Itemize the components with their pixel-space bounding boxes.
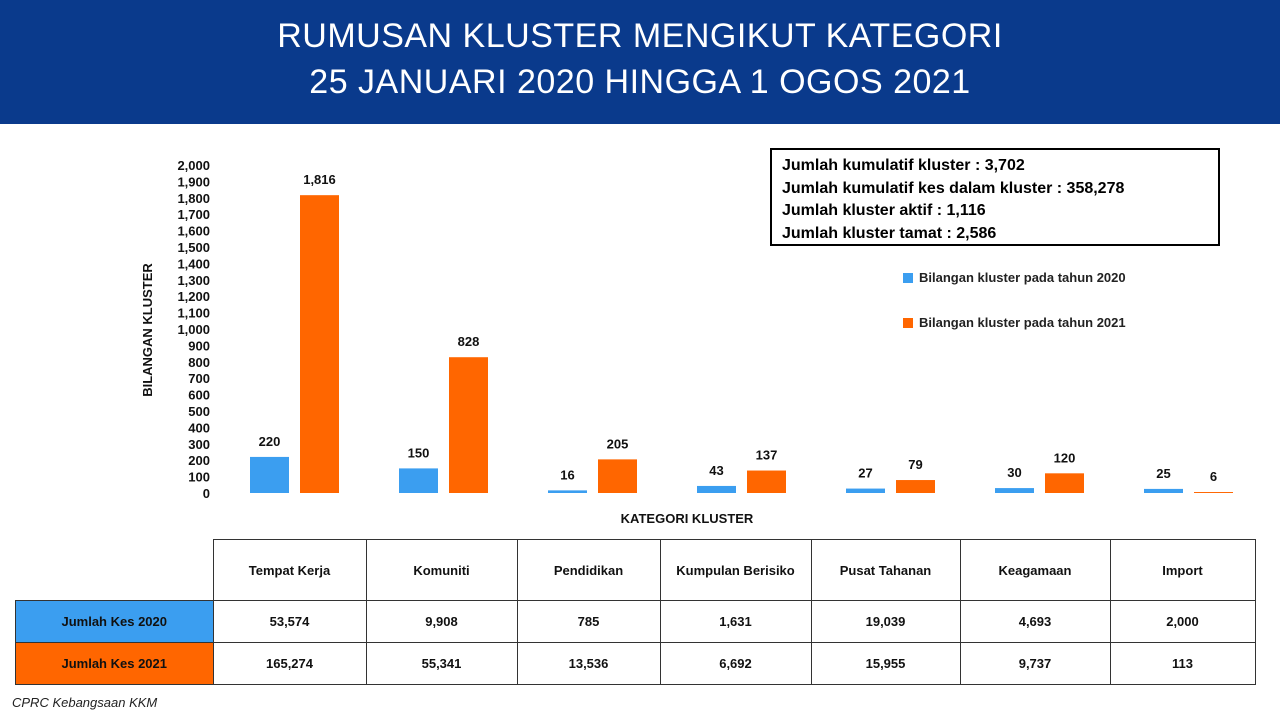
table-cell: 15,955 xyxy=(810,642,961,685)
x-axis-title: KATEGORI KLUSTER xyxy=(621,511,754,526)
data-label: 30 xyxy=(1007,465,1021,480)
data-label: 828 xyxy=(458,334,480,349)
row-header-2020: Jumlah Kes 2020 xyxy=(15,600,214,643)
y-tick-label: 1,500 xyxy=(177,240,210,255)
table-corner-cell xyxy=(15,539,214,601)
table-col-header: Tempat Kerja xyxy=(212,539,367,601)
table-header-row: Tempat Kerja Komuniti Pendidikan Kumpula… xyxy=(15,539,1256,601)
title-line-1: RUMUSAN KLUSTER MENGIKUT KATEGORI xyxy=(277,17,1003,55)
legend-item-2021: Bilangan kluster pada tahun 2021 xyxy=(903,315,1126,330)
table-col-header: Pusat Tahanan xyxy=(810,539,961,601)
legend-swatch-2021 xyxy=(903,318,913,328)
y-tick-label: 900 xyxy=(188,338,210,353)
table-cell: 165,274 xyxy=(212,642,367,685)
bar-2020-2 xyxy=(548,490,587,493)
bar-2020-0 xyxy=(250,456,289,493)
y-tick-label: 400 xyxy=(188,420,210,435)
y-tick-label: 700 xyxy=(188,371,210,386)
title-banner: RUMUSAN KLUSTER MENGIKUT KATEGORI 25 JAN… xyxy=(0,0,1280,124)
table-cell: 19,039 xyxy=(810,600,961,643)
table-cell: 6,692 xyxy=(659,642,812,685)
table-cell: 9,908 xyxy=(365,600,518,643)
bar-2021-1 xyxy=(449,357,488,493)
table-row-2021: Jumlah Kes 2021 165,274 55,341 13,536 6,… xyxy=(15,642,1256,685)
data-label: 79 xyxy=(908,457,922,472)
table-cell: 53,574 xyxy=(212,600,367,643)
table-col-header: Kumpulan Berisiko xyxy=(659,539,812,601)
y-tick-label: 1,400 xyxy=(177,256,210,271)
y-tick-label: 500 xyxy=(188,404,210,419)
data-label: 27 xyxy=(858,466,872,481)
data-label: 120 xyxy=(1054,450,1076,465)
bar-2021-5 xyxy=(1045,473,1084,493)
y-tick-label: 0 xyxy=(203,486,210,501)
y-tick-label: 1,700 xyxy=(177,207,210,222)
data-label: 220 xyxy=(259,434,281,449)
legend-label-2020: Bilangan kluster pada tahun 2020 xyxy=(919,270,1126,285)
table-row-2020: Jumlah Kes 2020 53,574 9,908 785 1,631 1… xyxy=(15,600,1256,643)
y-tick-label: 1,000 xyxy=(177,322,210,337)
bar-2021-4 xyxy=(896,480,935,493)
bar-2020-4 xyxy=(846,488,885,493)
y-tick-label: 1,100 xyxy=(177,306,210,321)
y-tick-label: 1,300 xyxy=(177,273,210,288)
table-cell: 55,341 xyxy=(365,642,518,685)
bar-2020-1 xyxy=(399,468,438,493)
summary-box: Jumlah kumulatif kluster : 3,702 Jumlah … xyxy=(770,148,1220,246)
data-label: 1,816 xyxy=(303,172,336,187)
y-tick-label: 800 xyxy=(188,355,210,370)
bar-2021-0 xyxy=(300,195,339,493)
y-tick-label: 1,800 xyxy=(177,191,210,206)
bar-2021-6 xyxy=(1194,492,1233,493)
cases-table: Tempat Kerja Komuniti Pendidikan Kumpula… xyxy=(15,539,1256,685)
data-label: 6 xyxy=(1210,469,1217,484)
table-cell: 2,000 xyxy=(1109,600,1256,643)
bar-2021-2 xyxy=(598,459,637,493)
y-tick-label: 600 xyxy=(188,388,210,403)
table-cell: 4,693 xyxy=(959,600,1111,643)
summary-ended-clusters: Jumlah kluster tamat : 2,586 xyxy=(782,224,997,242)
y-tick-label: 1,900 xyxy=(177,174,210,189)
y-tick-label: 300 xyxy=(188,437,210,452)
table-cell: 9,737 xyxy=(959,642,1111,685)
bar-2021-3 xyxy=(747,470,786,493)
summary-active-clusters: Jumlah kluster aktif : 1,116 xyxy=(782,202,986,219)
y-tick-label: 1,600 xyxy=(177,224,210,239)
table-col-header: Keagamaan xyxy=(959,539,1111,601)
data-label: 205 xyxy=(607,436,629,451)
bar-2020-5 xyxy=(995,488,1034,493)
y-tick-label: 2,000 xyxy=(177,158,210,173)
summary-cumulative-cases: Jumlah kumulatif kes dalam kluster : 358… xyxy=(782,179,1125,197)
data-label: 16 xyxy=(560,467,574,482)
table-cell: 113 xyxy=(1109,642,1256,685)
legend-swatch-2020 xyxy=(903,273,913,283)
data-label: 150 xyxy=(408,445,430,460)
table-cell: 13,536 xyxy=(516,642,661,685)
legend-label-2021: Bilangan kluster pada tahun 2021 xyxy=(919,315,1126,330)
bar-2020-3 xyxy=(697,485,736,493)
y-axis-title: BILANGAN KLUSTER xyxy=(140,263,155,397)
title-line-2: 25 JANUARI 2020 HINGGA 1 OGOS 2021 xyxy=(309,63,971,101)
legend-item-2020: Bilangan kluster pada tahun 2020 xyxy=(903,270,1126,285)
table-cell: 785 xyxy=(516,600,661,643)
row-header-2021: Jumlah Kes 2021 xyxy=(15,642,214,685)
table-cell: 1,631 xyxy=(659,600,812,643)
data-label: 137 xyxy=(756,448,778,463)
table-col-header: Pendidikan xyxy=(516,539,661,601)
y-tick-label: 100 xyxy=(188,470,210,485)
bar-2020-6 xyxy=(1144,488,1183,493)
source-footer: CPRC Kebangsaan KKM xyxy=(12,695,158,710)
y-tick-label: 200 xyxy=(188,453,210,468)
summary-cumulative-clusters: Jumlah kumulatif kluster : 3,702 xyxy=(782,157,1025,174)
table-col-header: Komuniti xyxy=(365,539,518,601)
data-label: 25 xyxy=(1156,466,1170,481)
table-col-header: Import xyxy=(1109,539,1256,601)
data-label: 43 xyxy=(709,463,723,478)
y-tick-label: 1,200 xyxy=(177,289,210,304)
